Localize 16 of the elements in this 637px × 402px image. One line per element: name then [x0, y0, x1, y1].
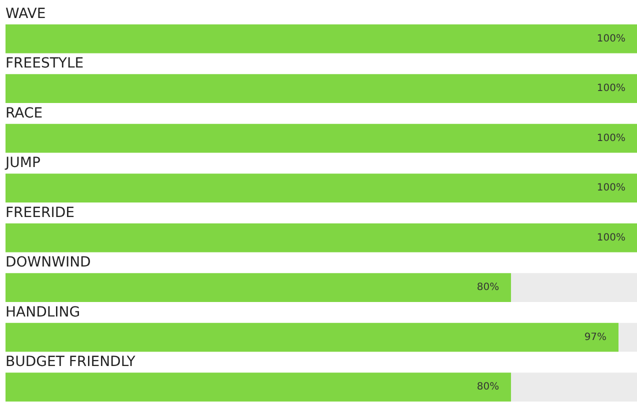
- y-tick-label: DOWNWIND: [6, 254, 91, 271]
- data-label: 100%: [596, 182, 626, 194]
- y-tick-label: HANDLING: [6, 304, 80, 320]
- data-label: 100%: [596, 132, 626, 144]
- data-label: 100%: [596, 83, 626, 94]
- y-tick-label: WAVE: [6, 6, 46, 22]
- y-tick-label: FREERIDE: [6, 204, 74, 221]
- y-tick-label: RACE: [6, 105, 43, 122]
- data-label: 80%: [476, 282, 500, 294]
- data-label: 100%: [596, 232, 626, 244]
- y-tick-label: JUMP: [4, 155, 40, 172]
- data-label: 100%: [596, 33, 626, 44]
- y-tick-label: BUDGET FRIENDLY: [6, 354, 136, 370]
- y-tick-label: FREESTYLE: [6, 56, 84, 72]
- data-label: 97%: [584, 332, 607, 343]
- data-label: 80%: [476, 382, 500, 393]
